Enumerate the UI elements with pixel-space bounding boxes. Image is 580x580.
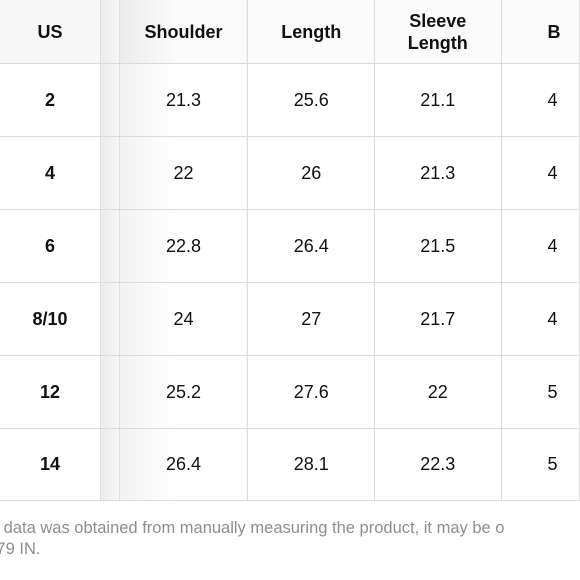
cell-us: 4 — [0, 136, 102, 210]
cell-bust-partial: 4 — [501, 136, 580, 210]
column-separator — [100, 0, 120, 64]
header-length: Length — [247, 0, 375, 64]
header-sleeve-length: Sleeve Length — [374, 0, 502, 64]
column-separator — [100, 136, 120, 210]
cell-bust-partial: 4 — [501, 63, 580, 137]
cell-length: 28.1 — [247, 428, 375, 501]
cell-bust-partial: 5 — [501, 355, 580, 429]
cell-length: 27.6 — [247, 355, 375, 429]
cell-us: 14 — [0, 428, 102, 501]
table-row: 4 22 26 21.3 4 — [0, 136, 580, 210]
column-separator — [100, 428, 120, 501]
header-sleeve-line1: Sleeve — [409, 10, 467, 31]
cell-length: 26.4 — [247, 209, 375, 283]
header-bust-partial: B — [501, 0, 580, 64]
note-line-2: 9-0.79 IN. — [0, 540, 41, 558]
header-us: US — [0, 0, 102, 64]
column-separator — [100, 355, 120, 429]
header-shoulder: Shoulder — [119, 0, 249, 64]
cell-shoulder: 24 — [119, 282, 249, 356]
cell-us: 8/10 — [0, 282, 102, 356]
cell-bust-partial: 5 — [501, 428, 580, 501]
cell-sleeve-length: 21.1 — [374, 63, 502, 137]
cell-shoulder: 22.8 — [119, 209, 249, 283]
cell-sleeve-length: 21.5 — [374, 209, 502, 283]
cell-shoulder: 21.3 — [119, 63, 249, 137]
table-header-row: US Shoulder Length Sleeve Length B — [0, 0, 580, 64]
note-line-1: his data was obtained from manually meas… — [0, 519, 505, 537]
header-sleeve-line2: Length — [407, 32, 468, 53]
column-separator — [100, 282, 120, 356]
cell-length: 27 — [247, 282, 375, 356]
cell-length: 25.6 — [247, 63, 375, 137]
table-row: 12 25.2 27.6 22 5 — [0, 355, 580, 429]
cell-shoulder: 25.2 — [119, 355, 249, 429]
cell-us: 12 — [0, 355, 102, 429]
table-row: 14 26.4 28.1 22.3 5 — [0, 428, 580, 501]
cell-shoulder: 22 — [119, 136, 249, 210]
table-row: 8/10 24 27 21.7 4 — [0, 282, 580, 356]
cell-sleeve-length: 21.7 — [374, 282, 502, 356]
measurement-note: his data was obtained from manually meas… — [0, 518, 580, 560]
cell-sleeve-length: 22 — [374, 355, 502, 429]
cell-shoulder: 26.4 — [119, 428, 249, 501]
column-separator — [100, 63, 120, 137]
cell-length: 26 — [247, 136, 375, 210]
cell-sleeve-length: 21.3 — [374, 136, 502, 210]
table-row: 6 22.8 26.4 21.5 4 — [0, 209, 580, 283]
cell-us: 6 — [0, 209, 102, 283]
cell-sleeve-length: 22.3 — [374, 428, 502, 501]
cell-bust-partial: 4 — [501, 282, 580, 356]
cell-bust-partial: 4 — [501, 209, 580, 283]
column-separator — [100, 209, 120, 283]
cell-us: 2 — [0, 63, 102, 137]
size-chart-table: US Shoulder Length Sleeve Length B 2 21.… — [0, 0, 580, 501]
table-row: 2 21.3 25.6 21.1 4 — [0, 63, 580, 137]
